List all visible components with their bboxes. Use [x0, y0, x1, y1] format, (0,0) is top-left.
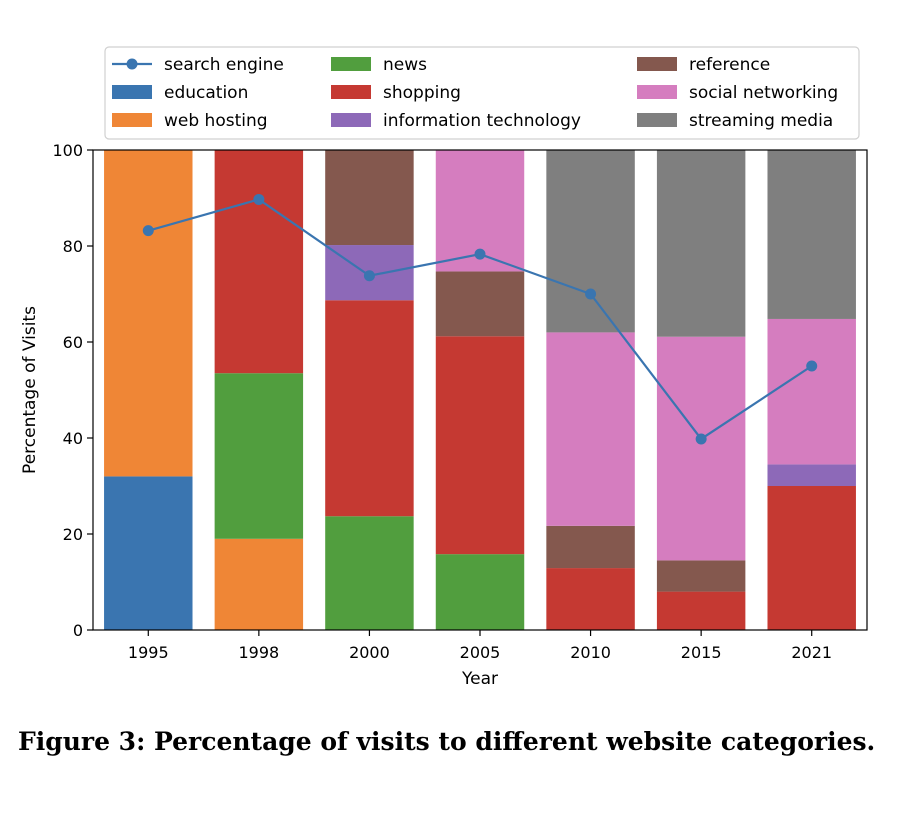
search-engine-line-group	[142, 193, 818, 445]
y-tick-label-20: 20	[63, 525, 83, 544]
bar-web-hosting-1998	[214, 538, 304, 630]
bar-information-technology-2021	[767, 464, 856, 486]
bar-web-hosting-1995	[104, 150, 193, 477]
figure-caption: Figure 3: Percentage of visits to differ…	[18, 727, 876, 756]
legend-swatch-social-networking	[637, 85, 677, 99]
legend-label-shopping: shopping	[383, 83, 461, 103]
bar-reference-2010	[546, 525, 635, 569]
legend-label-web-hosting: web hosting	[164, 111, 268, 131]
bar-social-networking-2015	[656, 336, 746, 561]
bar-streaming-media-2015	[656, 150, 746, 337]
y-tick-label-60: 60	[63, 333, 83, 352]
legend-swatch-information-technology	[331, 113, 371, 127]
bar-shopping-2021	[767, 486, 856, 630]
legend-label-information-technology: information technology	[383, 111, 581, 131]
bar-education-1995	[104, 476, 193, 630]
legend-label-streaming-media: streaming media	[689, 111, 833, 131]
x-tick-label-2015: 2015	[681, 643, 722, 662]
bar-shopping-2000	[325, 300, 414, 517]
point-search-engine-2010	[585, 288, 597, 300]
legend-label-news: news	[383, 55, 427, 75]
legend-swatch-shopping	[331, 85, 371, 99]
x-axis-label: Year	[461, 669, 498, 689]
bar-shopping-2010	[546, 568, 635, 630]
bar-reference-2015	[656, 560, 746, 592]
bar-news-2000	[325, 516, 414, 630]
bar-streaming-media-2010	[546, 150, 635, 333]
bar-shopping-2015	[656, 591, 746, 630]
chart: 0 20 40 60 80 100 1995 1998 2000 2005 2010 2015 202…	[20, 46, 868, 689]
point-search-engine-1995	[142, 225, 154, 237]
x-tick-label-2021: 2021	[791, 643, 832, 662]
point-search-engine-2000	[363, 270, 375, 282]
bar-news-2005	[435, 554, 525, 630]
bars-group	[104, 150, 856, 630]
legend-marker-search-engine	[126, 58, 138, 70]
legend-label-search-engine: search engine	[164, 55, 284, 75]
x-tick-label-2010: 2010	[570, 643, 611, 662]
bar-news-1998	[214, 373, 304, 539]
bar-social-networking-2010	[546, 332, 635, 526]
bar-social-networking-2021	[767, 318, 856, 465]
y-axis-label: Percentage of Visits	[20, 306, 40, 474]
bar-reference-2000	[325, 150, 414, 246]
point-search-engine-2021	[806, 360, 818, 372]
legend: search engine news reference education shopp…	[104, 46, 860, 140]
legend-label-education: education	[164, 83, 248, 103]
bar-reference-2005	[435, 271, 525, 337]
x-tick-label-1995: 1995	[128, 643, 169, 662]
legend-swatch-reference	[637, 57, 677, 71]
y-axis: 0 20 40 60 80 100	[52, 141, 93, 640]
x-tick-label-1998: 1998	[238, 643, 279, 662]
x-tick-label-2005: 2005	[460, 643, 501, 662]
legend-swatch-web-hosting	[112, 113, 152, 127]
bar-shopping-2005	[435, 336, 525, 555]
point-search-engine-2015	[695, 433, 707, 445]
legend-label-reference: reference	[689, 55, 770, 75]
bar-shopping-1998	[214, 150, 304, 374]
legend-swatch-streaming-media	[637, 113, 677, 127]
x-tick-label-2000: 2000	[349, 643, 390, 662]
x-axis: 1995 1998 2000 2005 2010 2015 2021	[128, 630, 832, 662]
legend-swatch-education	[112, 85, 152, 99]
y-tick-label-80: 80	[63, 237, 83, 256]
point-search-engine-2005	[474, 248, 486, 260]
bar-streaming-media-2021	[767, 150, 856, 319]
legend-label-social-networking: social networking	[689, 83, 838, 103]
legend-swatch-news	[331, 57, 371, 71]
y-tick-label-40: 40	[63, 429, 83, 448]
point-search-engine-1998	[253, 193, 265, 205]
y-tick-label-0: 0	[73, 621, 83, 640]
y-tick-label-100: 100	[52, 141, 83, 160]
